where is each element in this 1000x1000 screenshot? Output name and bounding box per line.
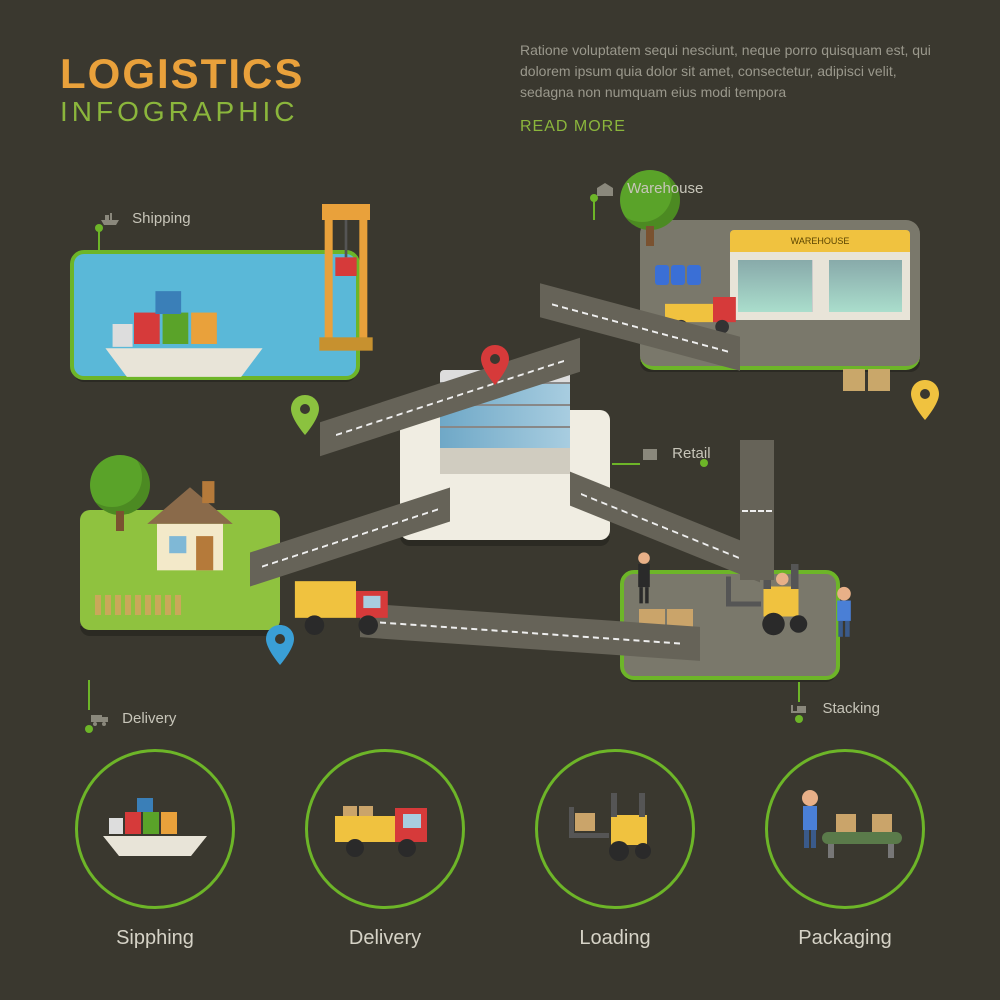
label-warehouse: Warehouse [595,180,703,197]
map-pin-yellow-icon [910,380,940,420]
circle-delivery [305,749,465,909]
ship-icon [94,284,274,384]
boxes-icon [843,369,890,391]
crane-icon [306,204,386,364]
circle-shipping [75,749,235,909]
truck-small-icon [90,712,110,726]
ship-small-icon [100,212,120,226]
barrels-icon [655,265,701,285]
truck-icon [325,794,445,864]
circle-item-packaging: Packaging [745,749,945,950]
map-pin-blue-icon [265,625,295,665]
road-segment [740,440,774,580]
circle-item-shipping: Sipphing [55,749,255,950]
tree-icon [90,455,150,531]
circle-label: Delivery [349,927,421,950]
label-delivery: Delivery [90,710,176,727]
circle-label: Sipphing [116,927,194,950]
circle-loading [535,749,695,909]
title-line-2: INFOGRAPHIC [60,96,304,128]
businessman-icon [630,550,658,608]
circle-label: Loading [579,927,650,950]
map-pin-green-icon [290,395,320,435]
callout-line [612,463,640,465]
forklift-icon [555,789,675,869]
warehouse-small-icon [595,182,615,196]
label-shipping: Shipping [100,210,191,227]
platform-shipping [70,250,360,380]
isometric-scene: WAREHOUSE [40,180,960,730]
circle-item-delivery: Delivery [285,749,485,950]
description-text: Ratione voluptatem sequi nesciunt, neque… [520,40,940,103]
retail-small-icon [640,447,660,461]
warehouse-sign: WAREHOUSE [730,230,910,252]
house-icon [135,480,245,580]
label-retail: Retail [640,445,711,462]
label-stacking: Stacking [790,700,880,717]
page-header: LOGISTICS INFOGRAPHIC [60,50,304,128]
circle-packaging [765,749,925,909]
circle-item-loading: Loading [515,749,715,950]
worker-icon [827,584,861,642]
fence-icon [95,595,185,615]
warehouse-building: WAREHOUSE [730,230,910,320]
conveyor-icon [780,784,910,874]
map-pin-red-icon [480,345,510,385]
callout-line [88,680,90,710]
delivery-truck-icon [290,570,400,640]
title-line-1: LOGISTICS [60,50,304,98]
callout-line [798,682,800,702]
forklift-small-icon [790,702,810,716]
circle-label: Packaging [798,927,891,950]
description-block: Ratione voluptatem sequi nesciunt, neque… [520,40,940,139]
circles-row: Sipphing Delivery [0,749,1000,950]
read-more-link[interactable]: READ MORE [520,115,940,139]
ship-icon [95,794,215,864]
